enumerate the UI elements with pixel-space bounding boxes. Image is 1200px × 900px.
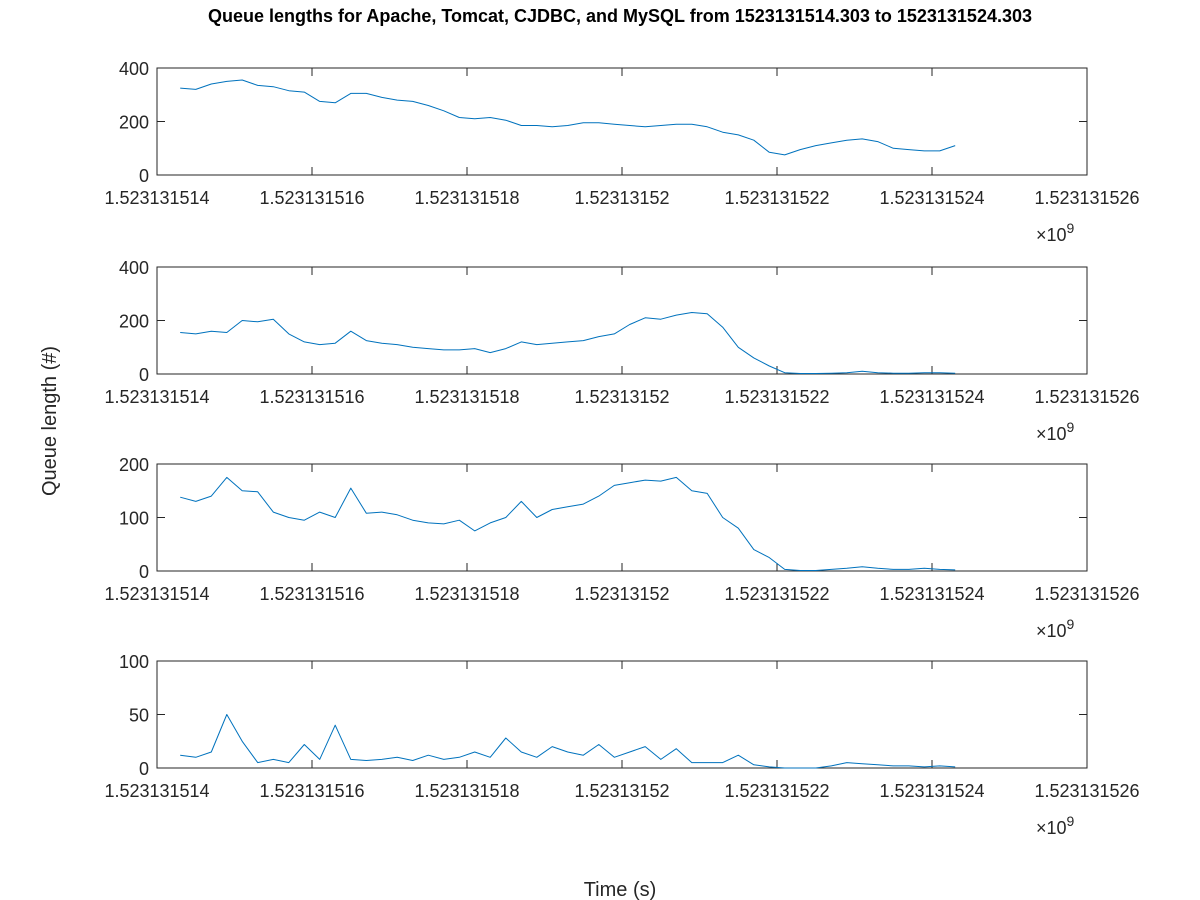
x-tick-label: 1.523131522: [724, 387, 829, 407]
y-tick-label: 0: [139, 562, 149, 582]
y-axis-label: Queue length (#): [39, 346, 61, 496]
series-line: [180, 79, 956, 156]
subplot-1: 1.523131514 1.523131516 1.523131518 1.52313…: [104, 59, 1139, 245]
y-tick-label: 100: [119, 652, 149, 672]
x-tick-label: 1.523131518: [414, 781, 519, 801]
x-tick-label: 1.523131514: [104, 387, 209, 407]
y-tick-label: 0: [139, 759, 149, 779]
y-tick-label: 50: [129, 706, 149, 726]
x-tick-label: 1.523131518: [414, 584, 519, 604]
x-tick-label: 1.523131524: [879, 781, 984, 801]
y-tick-label: 200: [119, 113, 149, 133]
subplots: 1.523131514 1.523131516 1.523131518 1.52313…: [104, 59, 1139, 838]
x-tick-label: 1.52313152: [574, 584, 669, 604]
x-exponent-label: ×109: [1036, 813, 1075, 838]
x-tick-label: 1.52313152: [574, 781, 669, 801]
axes-box: [156, 266, 1088, 375]
x-tick-label: 1.523131514: [104, 584, 209, 604]
y-tick-label: 0: [139, 365, 149, 385]
series-line: [180, 312, 956, 374]
x-tick-label: 1.523131516: [259, 188, 364, 208]
x-tick-label: 1.52313152: [574, 188, 669, 208]
subplot-2: 1.523131514 1.523131516 1.523131518 1.52313…: [104, 258, 1139, 444]
x-tick-label: 1.52313152: [574, 387, 669, 407]
x-tick-label: 1.523131516: [259, 387, 364, 407]
x-tick-label: 1.523131526: [1034, 387, 1139, 407]
x-tick-label: 1.523131526: [1034, 188, 1139, 208]
y-tick-label: 400: [119, 258, 149, 278]
axes-box: [156, 463, 1088, 572]
x-exponent-power: 9: [1067, 616, 1075, 632]
axes-box: [156, 660, 1088, 769]
x-tick-label: 1.523131526: [1034, 584, 1139, 604]
x-tick-label: 1.523131522: [724, 188, 829, 208]
subplot-4: 1.523131514 1.523131516 1.523131518 1.52313…: [104, 652, 1139, 838]
series-line: [180, 476, 956, 571]
x-exponent-label: ×109: [1036, 616, 1075, 641]
x-axis-label: Time (s): [584, 879, 657, 900]
x-tick-label: 1.523131522: [724, 781, 829, 801]
x-exponent-power: 9: [1067, 813, 1075, 829]
subplot-3: 1.523131514 1.523131516 1.523131518 1.52313…: [104, 455, 1139, 641]
y-tick-label: 200: [119, 312, 149, 332]
x-exponent-power: 9: [1067, 220, 1075, 236]
x-tick-label: 1.523131524: [879, 584, 984, 604]
x-tick-label: 1.523131516: [259, 584, 364, 604]
axes-box: [156, 67, 1088, 176]
x-tick-label: 1.523131514: [104, 781, 209, 801]
y-tick-label: 100: [119, 509, 149, 529]
x-exponent-power: 9: [1067, 419, 1075, 435]
y-tick-label: 0: [139, 166, 149, 186]
x-tick-label: 1.523131518: [414, 387, 519, 407]
y-tick-label: 400: [119, 59, 149, 79]
x-tick-label: 1.523131524: [879, 188, 984, 208]
x-exponent-label: ×109: [1036, 419, 1075, 444]
x-tick-label: 1.523131516: [259, 781, 364, 801]
y-tick-label: 200: [119, 455, 149, 475]
x-tick-label: 1.523131518: [414, 188, 519, 208]
x-exponent-label: ×109: [1036, 220, 1075, 245]
chart-title: Queue lengths for Apache, Tomcat, CJDBC,…: [208, 6, 1032, 26]
x-tick-label: 1.523131514: [104, 188, 209, 208]
x-tick-label: 1.523131522: [724, 584, 829, 604]
x-tick-label: 1.523131526: [1034, 781, 1139, 801]
x-tick-label: 1.523131524: [879, 387, 984, 407]
series-line: [180, 714, 956, 769]
